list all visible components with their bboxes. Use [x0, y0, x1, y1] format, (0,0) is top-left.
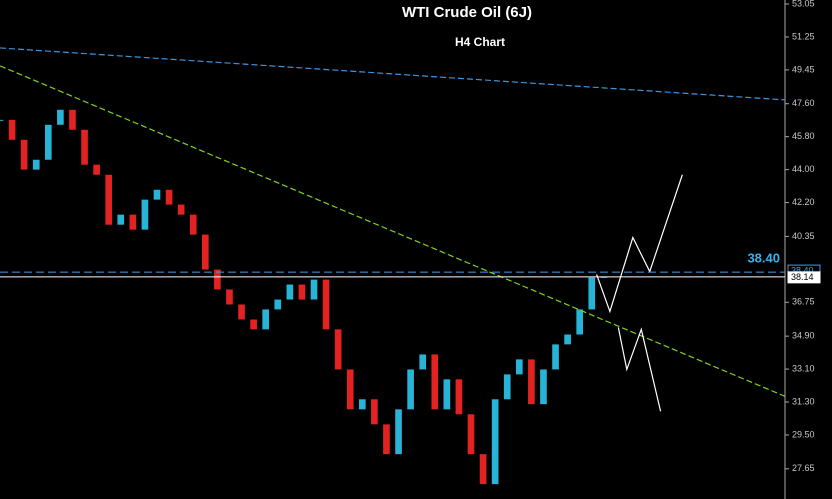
candle: [117, 214, 125, 225]
candle: [57, 109, 64, 125]
level-annotation: 38.40: [747, 251, 780, 266]
level-tag-label: 38.40: [791, 265, 814, 275]
candle: [346, 369, 354, 410]
y-tick-label: 27.65: [792, 463, 815, 473]
y-tick-label: 34.90: [792, 331, 815, 341]
candle: [371, 399, 378, 425]
candle: [8, 119, 16, 140]
candle: [552, 344, 559, 370]
y-tick-label: 45.80: [792, 131, 815, 141]
candle: [431, 354, 439, 410]
chart-title: WTI Crude Oil (6J): [402, 4, 532, 21]
candle: [262, 309, 270, 330]
candle: [0, 119, 4, 121]
candle: [479, 454, 487, 485]
candle: [44, 124, 52, 160]
y-tick-label: 42.20: [792, 197, 815, 207]
candle: [81, 129, 88, 165]
y-tick-label: 44.00: [792, 164, 815, 174]
candle: [358, 399, 366, 410]
candle: [129, 214, 137, 230]
candle: [105, 174, 113, 225]
y-tick-label: 53.05: [792, 0, 815, 8]
candle: [214, 269, 221, 290]
candle: [588, 277, 596, 310]
y-tick-label: 29.50: [792, 429, 815, 439]
candle: [201, 234, 209, 270]
candle: [153, 189, 161, 200]
candle: [189, 214, 197, 235]
candle: [467, 414, 475, 455]
candle: [443, 379, 451, 410]
candle: [540, 369, 547, 405]
candle: [503, 374, 511, 400]
candle: [515, 359, 523, 375]
candle: [165, 189, 173, 205]
level-tag: [787, 271, 821, 284]
candle: [455, 379, 463, 415]
candle: [322, 279, 330, 330]
candle: [238, 304, 245, 320]
candle: [250, 319, 257, 330]
candle: [383, 424, 390, 455]
candle: [274, 299, 282, 310]
candle: [528, 359, 535, 405]
candle: [69, 109, 76, 130]
y-tick-label: 47.60: [792, 98, 815, 108]
candle: [141, 199, 149, 230]
candle: [226, 289, 233, 305]
y-tick-label: 36.75: [792, 297, 815, 307]
candle: [177, 204, 185, 215]
trend-line: [0, 47, 786, 101]
trend-line: [0, 65, 786, 397]
candle: [32, 159, 40, 170]
candle: [407, 369, 414, 410]
trend-line: [596, 174, 683, 314]
y-tick-label: 33.10: [792, 363, 815, 373]
candle: [564, 334, 571, 345]
candle: [491, 399, 499, 485]
candle: [286, 284, 294, 300]
y-tick-label: 49.45: [792, 64, 815, 74]
candle: [298, 284, 306, 300]
y-tick-label: 40.35: [792, 231, 815, 241]
candle: [93, 164, 100, 175]
candle: [576, 309, 584, 335]
candle: [395, 409, 402, 455]
level-tag-label: 38.14: [791, 272, 814, 282]
chart-subtitle: H4 Chart: [455, 35, 505, 49]
candle: [419, 354, 427, 370]
candle: [310, 279, 318, 300]
candle: [334, 329, 342, 370]
candle: [20, 139, 28, 170]
y-tick-label: 31.30: [792, 396, 815, 406]
trend-line: [617, 327, 662, 412]
y-tick-label: 51.25: [792, 31, 815, 41]
